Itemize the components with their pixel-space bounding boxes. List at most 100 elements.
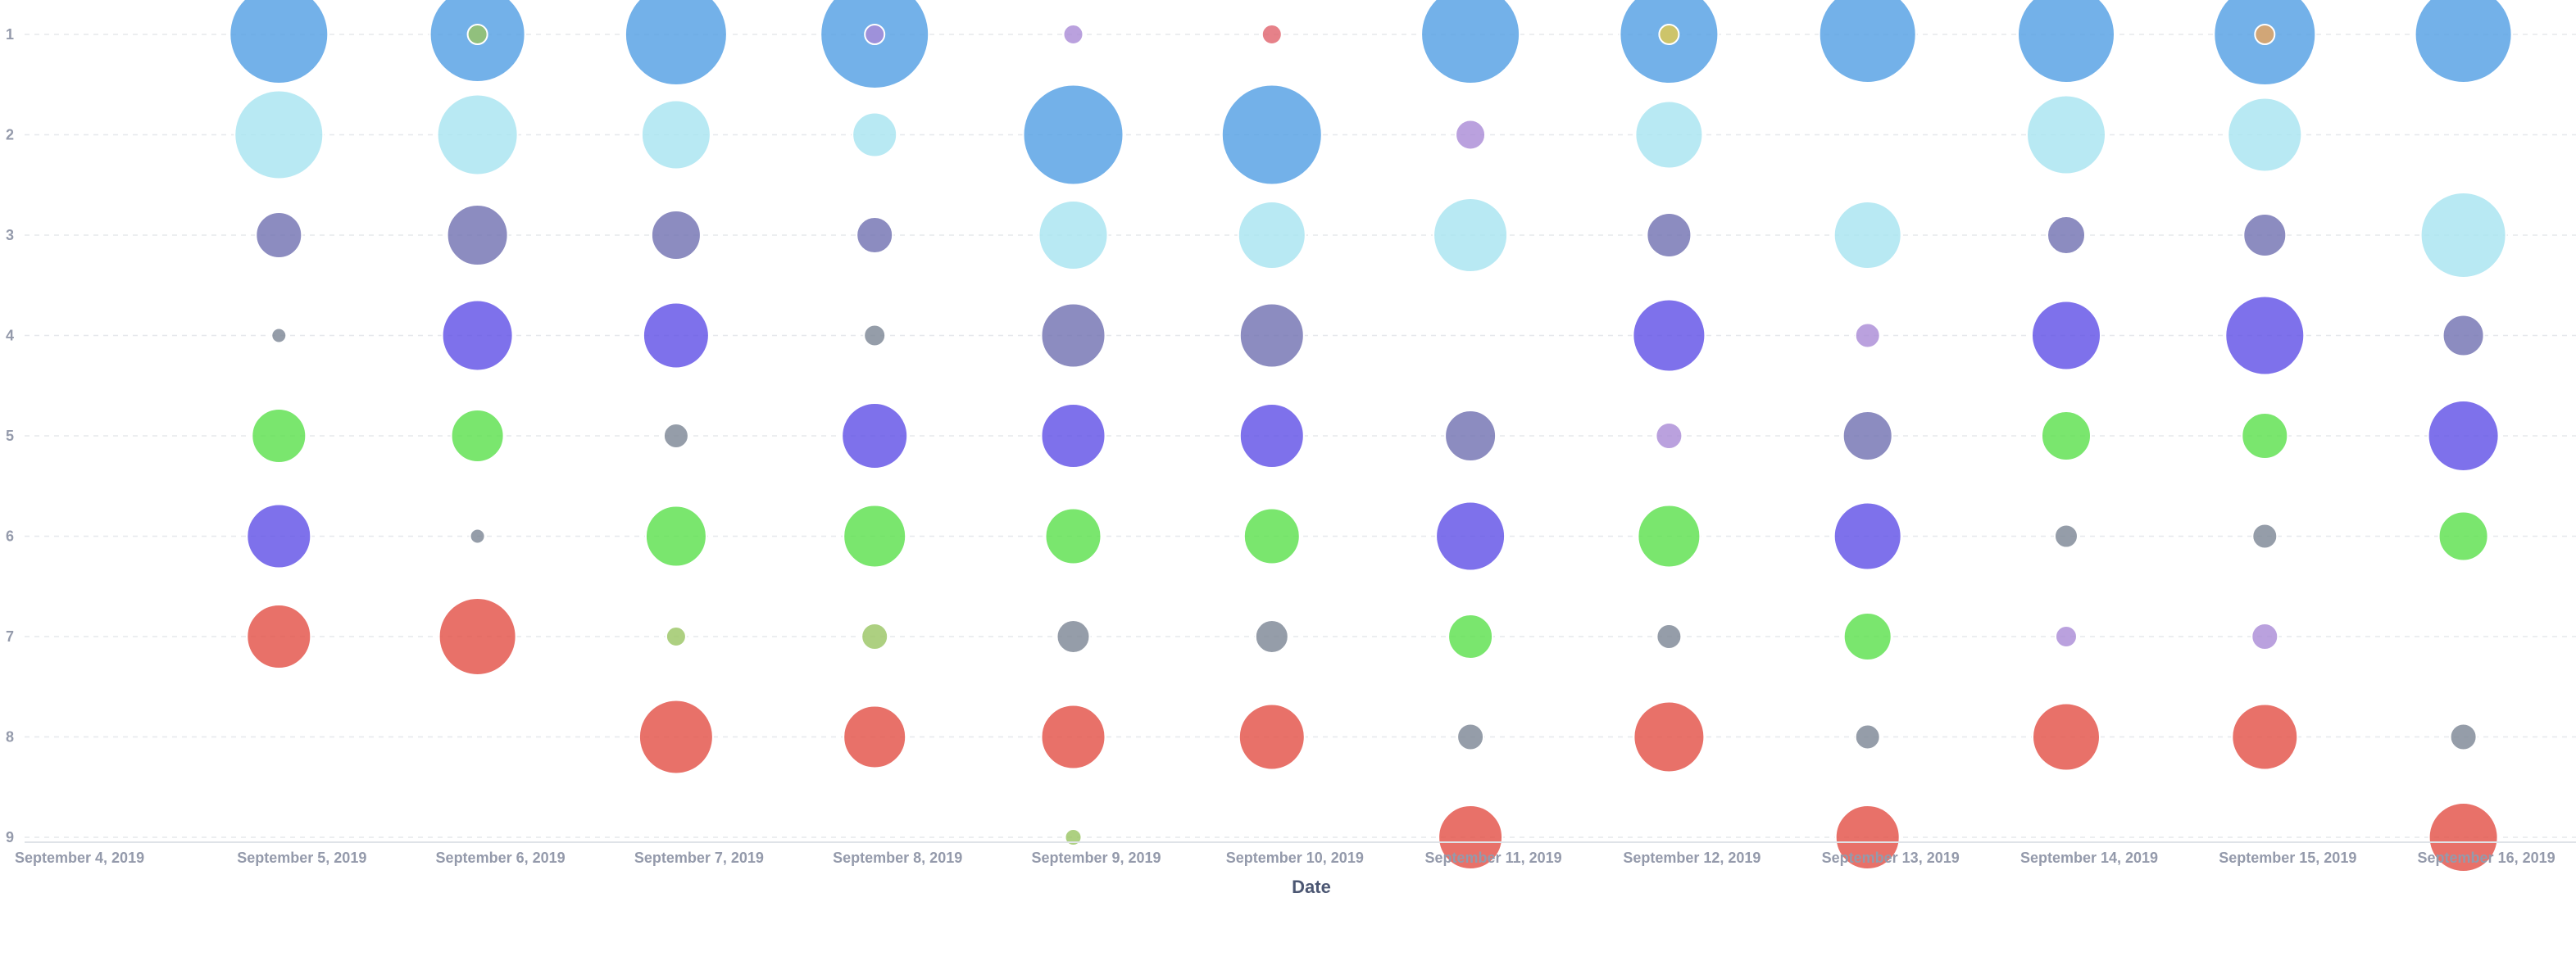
y-tick-labels: 1 2 3 4 5 6 7 8 9 [6,26,14,845]
bubble-point[interactable] [2442,314,2485,357]
bubble-point[interactable] [1438,805,1504,870]
bubble-point[interactable] [1435,501,1506,572]
bubble-point[interactable] [624,0,728,86]
bubble-point[interactable] [1038,200,1109,270]
bubble-point[interactable] [852,111,898,158]
y-tick-label: 7 [6,628,14,645]
bubble-point[interactable] [2427,400,2500,472]
bubble-point[interactable] [665,626,687,647]
bubble-point[interactable] [1854,322,1881,349]
bubble-point[interactable] [2437,510,2489,562]
bubble-point[interactable] [650,210,702,261]
bubble-point[interactable] [2017,0,2115,84]
bubble-point[interactable] [1022,84,1124,186]
bubble-point[interactable] [2414,0,2513,84]
bubble-point[interactable] [841,402,909,469]
bubble-point[interactable] [438,597,517,676]
bubble-point[interactable] [2254,24,2276,45]
bubble-point[interactable] [2231,703,2299,771]
bubble-point[interactable] [469,528,486,545]
bubble-point[interactable] [2047,215,2086,255]
bubble-point[interactable] [441,299,514,372]
bubble-point[interactable] [1040,302,1106,369]
bubble-point[interactable] [270,327,288,344]
bubble-point[interactable] [1854,723,1881,750]
bubble-point[interactable] [1420,0,1521,84]
y-tick-label: 5 [6,428,14,444]
bubble-point[interactable] [1254,619,1289,654]
bubble-point[interactable] [2242,213,2288,257]
bubble-point[interactable] [2251,623,2279,650]
y-tick-label: 9 [6,829,14,845]
bubble-point[interactable] [1220,84,1323,186]
bubble-point[interactable] [2054,524,2079,549]
bubble-point[interactable] [2227,97,2303,173]
bubble-point[interactable] [1818,0,1917,84]
bubble-point[interactable] [1062,24,1084,45]
x-tick-label: September 14, 2019 [2020,850,2158,866]
bubble-point[interactable] [1056,619,1091,654]
bubble-point[interactable] [1633,700,1706,773]
bubble-point[interactable] [644,505,707,568]
bubble-point[interactable] [843,705,907,769]
bubble-point[interactable] [1433,197,1509,273]
bubble-point[interactable] [1447,614,1494,660]
bubble-point[interactable] [2419,192,2507,279]
bubble-point[interactable] [1238,703,1306,771]
bubble-point[interactable] [1833,201,1902,270]
x-tick-label: September 10, 2019 [1226,850,1364,866]
bubble-point[interactable] [255,211,303,259]
bubble-point[interactable] [1834,805,1901,870]
bubble-point[interactable] [1632,298,1706,373]
bubble-point[interactable] [1044,507,1102,565]
bubble-point[interactable] [1656,623,1683,650]
bubble-point[interactable] [1261,24,1283,45]
bubble-point[interactable] [642,301,710,369]
bubble-point[interactable] [1243,507,1301,565]
bubble-point[interactable] [1444,410,1497,462]
bubble-point[interactable] [2251,523,2278,550]
bubble-point[interactable] [234,89,325,180]
bubble-point[interactable] [1238,302,1305,369]
bubble-point[interactable] [638,699,714,775]
bubble-point[interactable] [1455,119,1487,151]
bubble-point[interactable] [446,204,509,266]
bubble-point[interactable] [229,0,329,84]
bubble-point[interactable] [1646,212,1692,258]
bubble-point[interactable] [466,24,488,45]
bubble-point[interactable] [2026,94,2106,175]
x-tick-label: September 11, 2019 [1425,850,1562,866]
bubble-point[interactable] [1637,504,1701,569]
bubble-point[interactable] [1658,24,1680,45]
bubble-point[interactable] [861,623,889,650]
bubble-point[interactable] [1238,403,1305,469]
bubble-point[interactable] [2224,295,2306,376]
bubble-point[interactable] [1655,422,1683,450]
bubble-point[interactable] [856,216,894,254]
bubble-point[interactable] [246,604,312,669]
bubble-point[interactable] [1456,723,1485,751]
bubble-point[interactable] [246,503,312,569]
bubble-point[interactable] [2032,702,2101,772]
bubble-point[interactable] [1040,704,1106,770]
bubble-point[interactable] [843,504,907,569]
bubble-point[interactable] [1040,403,1106,469]
bubble-point[interactable] [1842,612,1892,661]
bubble-point[interactable] [2449,723,2478,751]
bubble-point[interactable] [640,99,711,170]
bubble-point[interactable] [864,24,886,45]
bubble-point[interactable] [1842,410,1893,461]
bubble-point[interactable] [2241,412,2289,460]
bubble-point[interactable] [2428,802,2499,873]
bubble-point[interactable] [450,409,505,463]
bubble-point[interactable] [2041,410,2092,461]
bubble-point[interactable] [2031,300,2101,371]
bubble-point[interactable] [1634,100,1704,170]
bubble-point[interactable] [251,408,307,464]
bubble-point[interactable] [2055,625,2078,648]
bubble-point[interactable] [1237,201,1306,270]
bubble-point[interactable] [863,324,887,347]
bubble-point[interactable] [662,423,689,449]
bubble-point[interactable] [1833,501,1902,571]
bubble-point[interactable] [436,93,519,176]
